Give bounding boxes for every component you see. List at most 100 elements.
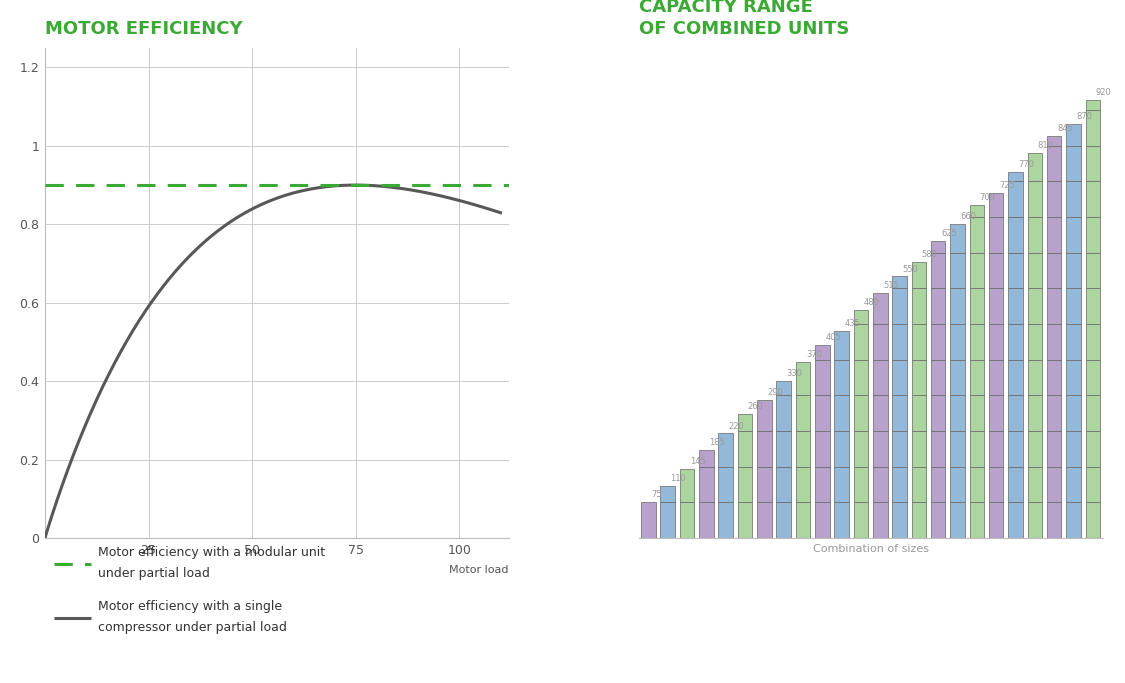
Bar [1027,153,1042,181]
Bar [892,466,907,502]
Bar [951,253,965,288]
Bar [1086,110,1100,145]
Bar [1086,253,1100,288]
Bar [1086,145,1100,181]
Bar [1086,395,1100,431]
Bar [1027,181,1042,217]
Bar [989,502,1004,538]
Bar [1008,217,1023,253]
Bar [1066,145,1081,181]
Bar [970,395,984,431]
Bar [911,502,926,538]
Bar [854,502,868,538]
Bar [1086,324,1100,360]
Bar [892,324,907,360]
Bar [873,360,888,395]
Bar [911,360,926,395]
Bar [892,288,907,324]
Bar [814,346,829,360]
Bar [738,415,753,431]
Bar [932,431,945,466]
Bar [814,502,829,538]
Bar [1047,288,1061,324]
Bar [1027,217,1042,253]
Bar [989,253,1004,288]
Bar [1008,360,1023,395]
Bar [911,395,926,431]
Bar [932,395,945,431]
Bar [660,486,675,502]
Bar [951,502,965,538]
Bar [970,360,984,395]
Bar [989,217,1004,253]
Bar [932,324,945,360]
Bar [970,431,984,466]
Bar [719,433,732,466]
Bar [892,431,907,466]
Bar [854,466,868,502]
Bar [989,395,1004,431]
Bar [970,288,984,324]
Bar [1008,395,1023,431]
Bar [795,395,810,431]
Bar [911,466,926,502]
Bar [989,324,1004,360]
Bar [719,466,732,502]
Bar [1066,431,1081,466]
Text: 405: 405 [825,333,840,342]
Text: 920: 920 [1096,89,1112,98]
Bar [835,395,849,431]
Bar [1066,324,1081,360]
X-axis label: Combination of sizes: Combination of sizes [812,544,928,554]
Text: Motor load: Motor load [449,565,508,575]
Bar [970,466,984,502]
Bar [699,450,713,466]
Text: 480: 480 [864,298,880,307]
Bar [970,205,984,217]
Bar [989,431,1004,466]
Bar [911,431,926,466]
Bar [911,324,926,360]
Bar [795,502,810,538]
Bar [738,502,753,538]
Bar [1027,253,1042,288]
Bar [873,431,888,466]
Bar [989,193,1004,217]
Bar [1008,431,1023,466]
Text: 770: 770 [1018,160,1034,169]
Bar [835,502,849,538]
Bar [854,324,868,360]
Bar [873,502,888,538]
Bar [932,360,945,395]
Bar [911,288,926,324]
Bar [1086,466,1100,502]
Bar [892,277,907,288]
Text: 550: 550 [902,264,918,273]
Bar [757,502,772,538]
Bar [1047,360,1061,395]
Text: 810: 810 [1037,141,1054,150]
Bar [835,331,849,360]
Bar [814,466,829,502]
Bar [1047,217,1061,253]
Bar [1008,466,1023,502]
Bar [1066,288,1081,324]
Bar [814,395,829,431]
Bar [641,502,656,538]
Text: 515: 515 [883,281,899,290]
Text: 330: 330 [786,370,802,378]
Bar [1066,124,1081,145]
Bar [873,293,888,324]
Bar [989,466,1004,502]
Bar [951,431,965,466]
Bar [1027,431,1042,466]
Bar [835,431,849,466]
Bar [795,362,810,395]
Bar [892,395,907,431]
Bar [1008,324,1023,360]
Bar [1008,253,1023,288]
Bar [892,502,907,538]
Bar [757,400,772,431]
Text: 660: 660 [961,212,976,221]
Text: 110: 110 [670,474,686,483]
